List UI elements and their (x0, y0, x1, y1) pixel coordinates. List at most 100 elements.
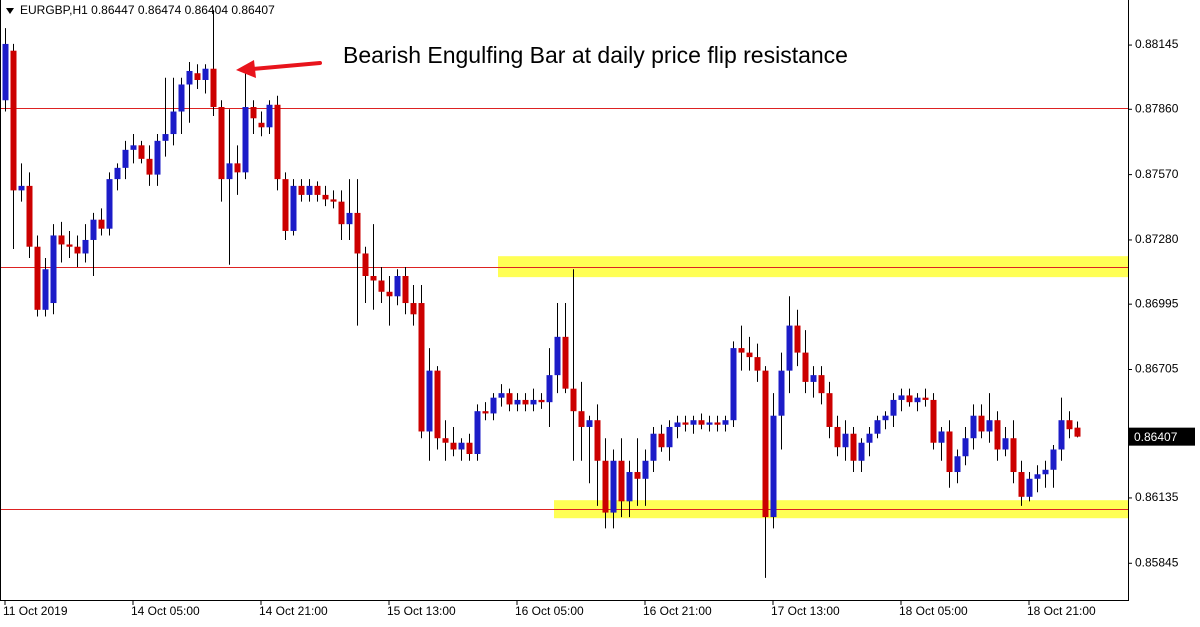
last-high: 0.86474 (138, 3, 182, 17)
x-tick-label: 15 Oct 13:00 (387, 604, 456, 618)
candle-body (410, 303, 417, 315)
candle-body (114, 167, 121, 180)
candle-body (602, 460, 609, 513)
x-tick-label: 16 Oct 05:00 (515, 604, 584, 618)
y-tick-label: 0.87860 (1135, 101, 1179, 115)
candle-body (610, 460, 617, 513)
candle-body (866, 433, 873, 443)
candle-body (322, 194, 329, 200)
candle-body (434, 370, 441, 439)
candle-body (82, 239, 89, 254)
candle-body (338, 201, 345, 225)
candle-body (330, 199, 337, 202)
candle-body (442, 438, 449, 443)
candle-body (306, 185, 313, 195)
candle-body (826, 393, 833, 427)
candle-body (378, 280, 385, 292)
candle-body (1002, 438, 1009, 450)
candle-body (698, 420, 705, 425)
candle-body (226, 163, 233, 180)
candle-body (474, 411, 481, 454)
candle-body (514, 399, 521, 405)
candle-body (194, 73, 201, 80)
candle-body (146, 158, 153, 175)
candle-body (58, 235, 65, 245)
candle-body (466, 442, 473, 454)
candle-body (858, 442, 865, 461)
candle-body (362, 253, 369, 277)
candle-body (74, 246, 81, 254)
candle-body (242, 107, 249, 173)
candle-body (490, 397, 497, 414)
candle-body (802, 352, 809, 382)
candle-body (1042, 469, 1049, 475)
candle-body (538, 399, 545, 403)
candle-body (890, 399, 897, 416)
candle-body (714, 422, 721, 425)
candle-body (674, 422, 681, 427)
candle-body (18, 185, 25, 191)
candle-body (418, 303, 425, 432)
candle-body (578, 411, 585, 427)
candle-body (954, 456, 961, 473)
candle-body (154, 140, 161, 175)
candle-body (914, 397, 921, 403)
candle-body (1058, 420, 1065, 450)
candle-body (218, 107, 225, 180)
candle-body (882, 415, 889, 421)
candle-body (298, 185, 305, 195)
candle-body (450, 442, 457, 450)
candle-body (618, 460, 625, 502)
candle-body (906, 395, 913, 403)
menu-triangle (6, 8, 14, 14)
candle-body (938, 431, 945, 443)
candle-body (402, 276, 409, 304)
candle-body (690, 420, 697, 425)
candle-body (370, 276, 377, 281)
candle-body (258, 122, 265, 128)
candle-body (346, 212, 353, 225)
candle-body (818, 375, 825, 394)
candle-body (874, 420, 881, 434)
candle-body (778, 370, 785, 416)
support-resistance-zone (498, 256, 1128, 278)
candle-body (626, 472, 633, 502)
candle-body (746, 352, 753, 358)
x-tick-label: 14 Oct 21:00 (259, 604, 328, 618)
candle-body (738, 348, 745, 353)
candle-body (106, 179, 113, 229)
candle-body (1074, 427, 1081, 437)
candle-body (834, 426, 841, 448)
candle-body (594, 420, 601, 461)
y-tick-label: 0.85845 (1135, 555, 1179, 569)
candle-body (970, 415, 977, 439)
candle-body (634, 472, 641, 479)
candle-body (274, 104, 281, 180)
candle-body (250, 107, 257, 119)
candle-body (186, 70, 193, 85)
candle-body (682, 422, 689, 425)
candle-body (34, 246, 41, 310)
candle-body (426, 370, 433, 432)
current-price-label: 0.86407 (1134, 430, 1178, 444)
annotation-arrow (250, 61, 322, 71)
candle-body (498, 393, 505, 398)
candle-body (1050, 449, 1057, 470)
candle-body (898, 395, 905, 400)
annotation-arrowhead (236, 60, 256, 78)
current-price-box (1129, 427, 1195, 446)
x-tick-label: 18 Oct 21:00 (1027, 604, 1096, 618)
candle-body (1034, 474, 1041, 479)
y-tick-label: 0.86995 (1135, 296, 1179, 310)
x-tick-label: 18 Oct 05:00 (899, 604, 968, 618)
x-tick-label: 17 Oct 13:00 (771, 604, 840, 618)
candle-body (26, 185, 33, 247)
candle-body (850, 433, 857, 461)
candle-body (986, 420, 993, 432)
x-tick-label: 11 Oct 2019 (3, 604, 68, 618)
candle-body (642, 460, 649, 479)
candle-body (810, 375, 817, 382)
